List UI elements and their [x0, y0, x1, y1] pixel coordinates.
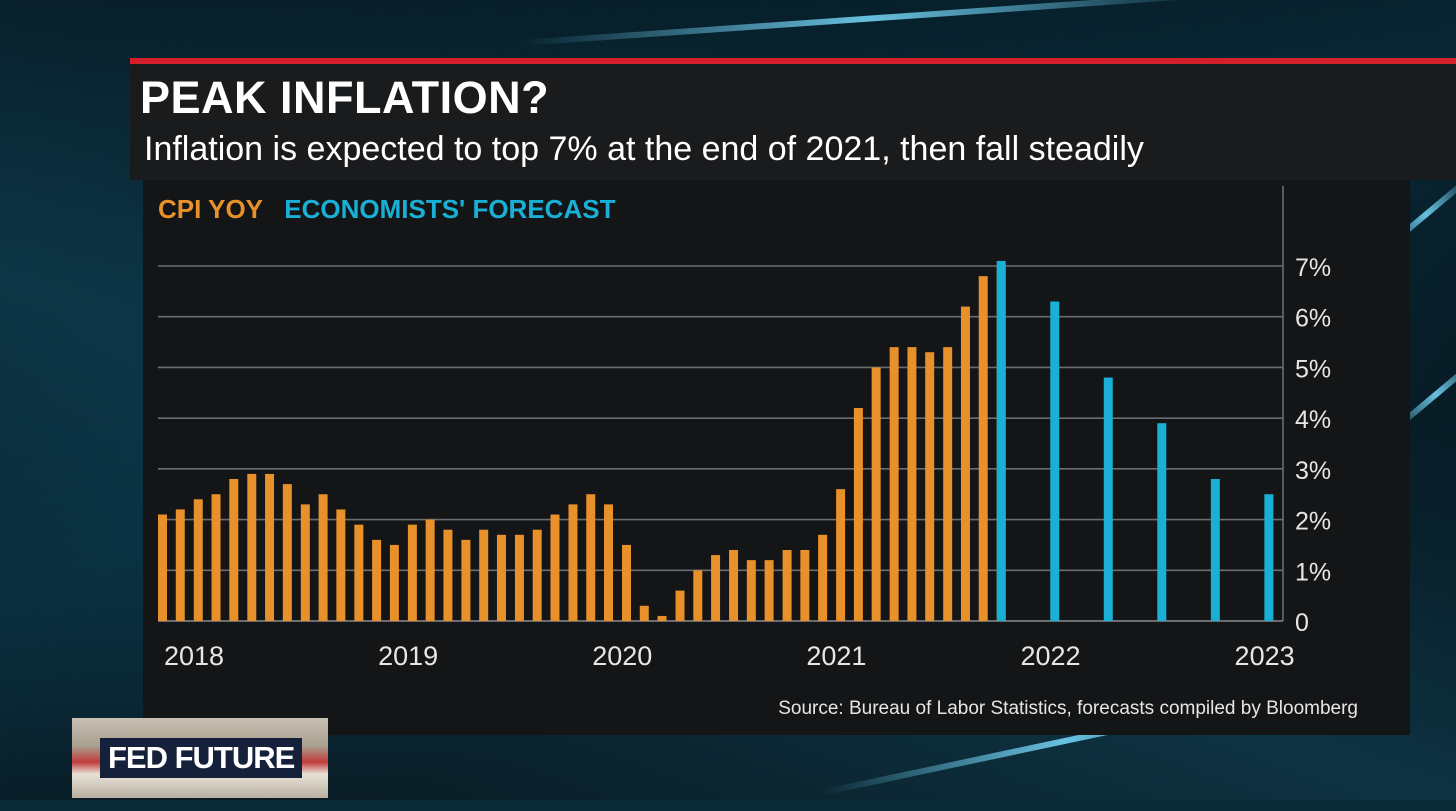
x-tick-label: 2018	[164, 641, 224, 671]
cpi-bar	[550, 514, 560, 621]
cpi-bar	[639, 605, 649, 621]
cpi-bar	[836, 489, 846, 621]
cpi-bar	[711, 555, 721, 621]
forecast-bar	[1103, 377, 1113, 621]
y-tick-label: 4%	[1295, 406, 1331, 434]
cpi-bar	[336, 509, 346, 621]
cpi-bar	[782, 550, 792, 621]
cpi-bar	[229, 479, 239, 621]
cpi-bar	[158, 514, 167, 621]
forecast-bar	[1210, 479, 1220, 621]
chart-panel: 0 1% 2% 3% 4% 5% 6% 7% 2018 2019 2020 2021 2022 2023 …	[143, 180, 1410, 735]
cpi-bar	[443, 529, 453, 621]
y-tick-label: 6%	[1295, 305, 1331, 333]
y-tick-label: 0	[1295, 609, 1309, 637]
cpi-bar	[889, 347, 899, 621]
show-bug-label: FED FUTURE	[100, 738, 303, 778]
cpi-bar	[621, 544, 631, 621]
cpi-bar	[193, 499, 203, 621]
cpi-bar	[925, 352, 935, 621]
cpi-bar	[568, 504, 578, 621]
cpi-bar	[247, 473, 257, 621]
title-accent-rule	[130, 58, 1456, 64]
cpi-bar	[479, 529, 489, 621]
cpi-bar	[318, 494, 328, 621]
y-tick-label: 2%	[1295, 508, 1331, 536]
cpi-bar	[514, 534, 524, 621]
cpi-bar	[978, 276, 988, 621]
cpi-bar	[729, 550, 739, 621]
cpi-bar	[960, 306, 970, 621]
cpi-bar	[764, 560, 774, 621]
page-subtitle: Inflation is expected to top 7% at the e…	[144, 130, 1144, 168]
title-panel: PEAK INFLATION? Inflation is expected to…	[130, 64, 1456, 180]
source-note: Source: Bureau of Labor Statistics, fore…	[778, 698, 1358, 719]
cpi-bar	[586, 494, 596, 621]
cpi-bar	[853, 408, 863, 621]
forecast-bar	[1050, 301, 1060, 621]
show-bug: FED FUTURE	[72, 718, 328, 798]
x-tick-label: 2022	[1020, 641, 1080, 671]
cpi-bar	[800, 550, 810, 621]
cpi-bar	[746, 560, 756, 621]
cpi-bar	[657, 615, 667, 621]
legend-economists-forecast: ECONOMISTS' FORECAST	[284, 194, 616, 224]
forecast-bar	[1157, 423, 1167, 621]
cpi-bar	[496, 534, 506, 621]
cpi-bar	[693, 570, 703, 621]
cpi-bar	[425, 519, 435, 621]
x-tick-label: 2023	[1235, 641, 1295, 671]
cpi-bar	[532, 529, 542, 621]
cpi-chart: 0 1% 2% 3% 4% 5% 6% 7% 2018 2019 2020 2021 2022 2023	[158, 186, 1331, 671]
cpi-bar	[407, 524, 417, 621]
cpi-bar	[300, 504, 310, 621]
cpi-bar	[943, 347, 953, 621]
cpi-bar	[461, 539, 471, 621]
legend-cpi-yoy: CPI YOY	[158, 194, 264, 224]
cpi-bar	[354, 524, 364, 621]
x-tick-label: 2020	[592, 641, 652, 671]
y-tick-label: 7%	[1295, 254, 1331, 282]
y-tick-label: 1%	[1295, 558, 1331, 586]
y-tick-label: 5%	[1295, 355, 1331, 383]
cpi-bar	[175, 509, 185, 621]
forecast-bar	[996, 260, 1006, 621]
cpi-bar	[907, 347, 917, 621]
cpi-bar	[372, 539, 382, 621]
forecast-bar	[1264, 494, 1274, 621]
cpi-bar	[282, 484, 292, 621]
cpi-bar	[675, 590, 685, 621]
chart-legend: CPI YOY ECONOMISTS' FORECAST	[158, 194, 615, 225]
y-tick-label: 3%	[1295, 457, 1331, 485]
cpi-bar	[211, 494, 221, 621]
x-tick-label: 2019	[378, 641, 438, 671]
page-title: PEAK INFLATION?	[140, 72, 550, 123]
cpi-bar	[389, 544, 399, 621]
cpi-bar	[818, 534, 828, 621]
x-tick-label: 2021	[806, 641, 866, 671]
cpi-bar	[265, 473, 275, 621]
cpi-bar	[604, 504, 614, 621]
cpi-bar	[871, 367, 881, 621]
bottom-bar	[0, 800, 1456, 811]
